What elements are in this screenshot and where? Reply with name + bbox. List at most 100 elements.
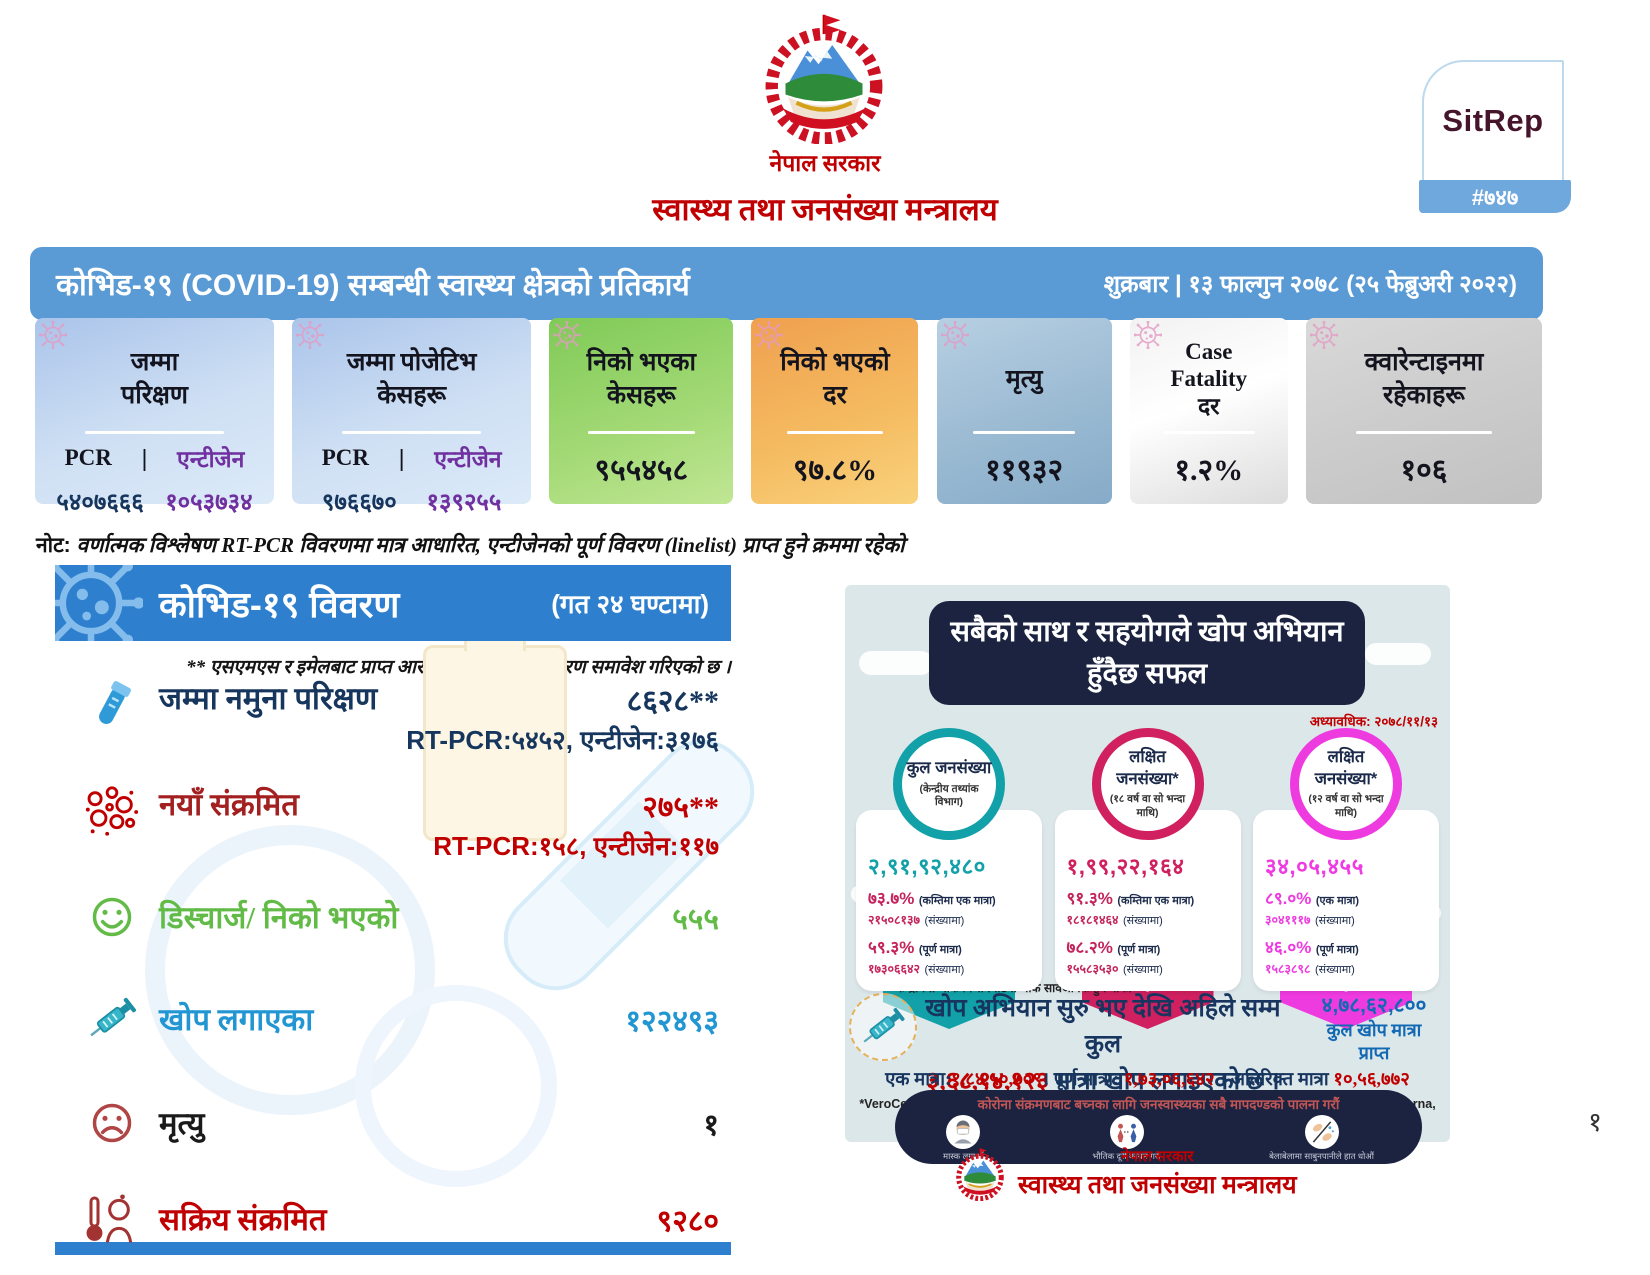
- poster-footer: नेपाल सरकार स्वास्थ्य तथा जनसंख्या मन्त्…: [952, 1146, 1372, 1201]
- test-tube-icon: [81, 677, 143, 735]
- dose-stat: ७३.७% (कम्तिमा एक मात्रा) २१५०८१३७ (संख्…: [868, 889, 996, 927]
- divider: [587, 431, 695, 434]
- card-value: ९७.८%: [792, 454, 878, 487]
- divider: [85, 431, 224, 434]
- card-label: Case Fatality दर: [1170, 338, 1248, 419]
- dose-stat: ५९.३% (पूर्ण मात्रा) १७३०६६४२ (संख्यामा): [868, 938, 965, 976]
- virus-icon: [296, 321, 324, 349]
- cloud-shape: [859, 651, 933, 675]
- sitrep-number: #७४७: [1419, 180, 1571, 213]
- note-text: वर्णात्मक विश्लेषण RT-PCR विवरणमा मात्र …: [76, 533, 905, 557]
- card-recovery-rate: निको भएको दर ९७.८%: [751, 318, 919, 504]
- virus-icon: [553, 321, 581, 349]
- received-total: ४,७८,६२,८००: [1321, 994, 1427, 1017]
- pcr-antigen-labels: PCR | एन्टीजेन: [321, 444, 502, 473]
- panel-bottom-bar: [55, 1242, 731, 1255]
- pcr-antigen-values: ५४०७६६६ १०५३७३४: [56, 489, 253, 516]
- card-quarantine: क्वारेन्टाइनमा रहेकाहरू १०६: [1305, 318, 1542, 504]
- daily-panel-title: कोभिड-१९ विवरण: [159, 583, 400, 625]
- card-total-positive: जम्मा पोजेटिभ केसहरू PCR | एन्टीजेन ९७६६…: [292, 318, 532, 516]
- footer-text: नेपाल सरकार स्वास्थ्य तथा जनसंख्या मन्त्…: [1018, 1149, 1297, 1199]
- measures-title: कोरोना संक्रमणबाट बच्नका लागि जनस्वास्थ्…: [977, 1097, 1340, 1112]
- smiley-icon: [81, 889, 143, 945]
- virus-icon: [941, 321, 969, 349]
- daily-panel-subtitle: (गत २४ घण्टामा): [551, 589, 709, 619]
- measures-items: मास्क लगाऔं भौतिक दूरी कायम गरौं बेलाबेल…: [895, 1113, 1422, 1162]
- syringe-icon: [81, 990, 143, 1048]
- distance-icon: [1109, 1115, 1144, 1149]
- virus-icon: [39, 321, 67, 349]
- card-total-tests: जम्मा परिक्षण PCR | एन्टीजेन ५४०७६६६ १०५…: [35, 318, 274, 516]
- virus-cluster-icon: [81, 783, 143, 841]
- group-card: २,९१,९२,४८० ७३.७% (कम्तिमा एक मात्रा) २१…: [856, 810, 1042, 991]
- group-target-18plus: लक्षित जनसंख्या* (१८ वर्ष वा सो भन्दा मा…: [1053, 728, 1243, 1029]
- dose-stat: ८९.०% (एक मात्रा) ३०४१११७ (संख्यामा): [1265, 889, 1360, 927]
- received-doses-block: ४,७८,६२,८०० कुल खोप मात्रा प्राप्त: [1300, 991, 1448, 1064]
- updated-date: अध्यावधिक: २०७८/११/१३: [1309, 714, 1438, 729]
- group-target-12plus: लक्षित जनसंख्या* (१२ वर्ष वा सो भन्दा मा…: [1251, 728, 1441, 1029]
- poster-banner: सबैको साथ र सहयोगले खोप अभियान हुँदैछ सफ…: [929, 601, 1365, 705]
- row-active-infected: सक्रिय संक्रमित ९२८०: [81, 1187, 727, 1251]
- group-circle: लक्षित जनसंख्या* (१८ वर्ष वा सो भन्दा मा…: [1091, 728, 1204, 840]
- sitrep-card: SitRep: [1422, 60, 1564, 180]
- card-case-fatality-rate: Case Fatality दर १.२%: [1129, 318, 1288, 504]
- handwash-icon: [1304, 1115, 1339, 1149]
- row-discharged: डिस्चार्ज/ निको भएको ५५५: [81, 885, 727, 949]
- dose-breakdown-line: एक मात्रा:१,८४,५०,७०९। पूर्ण मात्रा: १,७…: [885, 1070, 1410, 1090]
- government-label: नेपाल सरकार: [769, 151, 881, 176]
- divider: [1355, 431, 1493, 434]
- fever-icon: [81, 1191, 143, 1247]
- dose-stat: ९१.३% (कम्तिमा एक मात्रा) १८१८१४६४ (संख्…: [1066, 889, 1195, 927]
- sad-face-icon: [81, 1095, 143, 1151]
- card-label: क्वारेन्टाइनमा रहेकाहरू: [1364, 349, 1484, 409]
- group-card: ३४,०५,४५५ ८९.०% (एक मात्रा) ३०४१११७ (संख…: [1253, 810, 1439, 991]
- group-card: १,९९,२२,१६४ ९१.३% (कम्तिमा एक मात्रा) १८…: [1054, 810, 1241, 991]
- dose-stat: ४६.०% (पूर्ण मात्रा) १५८३८९८ (संख्यामा): [1265, 938, 1359, 976]
- mask-icon: [946, 1115, 981, 1149]
- virus-icon: [55, 565, 143, 641]
- divider: [342, 431, 481, 434]
- ministry-title: स्वास्थ्य तथा जनसंख्या मन्त्रालय: [652, 192, 998, 227]
- row-vaccinated: खोप लगाएका १२२४९३: [81, 987, 727, 1051]
- title-bar: कोभिड-१९ (COVID-19) सम्बन्धी स्वास्थ्य क…: [30, 247, 1543, 320]
- page-number: १: [1588, 1107, 1603, 1137]
- card-label: जम्मा पोजेटिभ केसहरू: [346, 349, 477, 409]
- daily-panel-header: कोभिड-१९ विवरण (गत २४ घण्टामा): [55, 565, 731, 641]
- nepal-government-emblem: [952, 1147, 1008, 1201]
- nepal-government-emblem: [752, 12, 896, 144]
- row-total-samples: जम्मा नमुना परिक्षण ८६२८** RT-PCR:५४५२, …: [81, 677, 727, 777]
- card-deaths: मृत्यु ११९३२: [936, 318, 1112, 504]
- health-measures-bar: कोरोना संक्रमणबाट बच्नका लागि जनस्वास्थ्…: [895, 1090, 1422, 1164]
- card-value: ११९३२: [985, 454, 1064, 487]
- cloud-shape: [1365, 643, 1431, 665]
- card-value: ९५५४५८: [594, 454, 689, 487]
- pcr-antigen-labels: PCR | एन्टीजेन: [64, 444, 245, 473]
- vaccine-poster: सबैको साथ र सहयोगले खोप अभियान हुँदैछ सफ…: [845, 585, 1450, 1142]
- measure-distance: भौतिक दूरी कायम गरौं: [1092, 1115, 1161, 1162]
- virus-icon: [755, 321, 783, 349]
- syringe-icon: [849, 993, 917, 1061]
- divider: [786, 431, 884, 434]
- card-value: १०६: [1400, 454, 1448, 487]
- dose-stat: ७८.२% (पूर्ण मात्रा) १५५८३५३० (संख्यामा): [1066, 938, 1163, 976]
- row-new-infected: नयाँ संक्रमित २७५** RT-PCR:१५८, एन्टीजेन…: [81, 783, 727, 883]
- summary-cards-row: जम्मा परिक्षण PCR | एन्टीजेन ५४०७६६६ १०५…: [35, 318, 1542, 516]
- divider: [1162, 431, 1255, 434]
- virus-icon: [1310, 321, 1338, 349]
- card-label: जम्मा परिक्षण: [121, 349, 188, 409]
- page-title: कोभिड-१९ (COVID-19) सम्बन्धी स्वास्थ्य क…: [56, 269, 690, 302]
- card-label: मृत्यु: [1005, 365, 1043, 393]
- group-circle: लक्षित जनसंख्या* (१२ वर्ष वा सो भन्दा मा…: [1290, 728, 1402, 840]
- sitrep-label: SitRep: [1442, 103, 1544, 138]
- daily-details-panel: कोभिड-१९ विवरण (गत २४ घण्टामा) ** एसएमएस…: [55, 565, 774, 1255]
- card-label: निको भएको दर: [780, 349, 890, 409]
- sitrep-badge: SitRep #७४७: [1419, 60, 1571, 213]
- card-label: निको भएका केसहरू: [586, 349, 696, 409]
- pcr-antigen-values: ९७६६७० १३९२५५: [321, 489, 502, 516]
- group-circle: कुल जनसंख्या (केन्द्रीय तथ्यांक विभाग): [893, 728, 1005, 840]
- population-groups: कुल जनसंख्या (केन्द्रीय तथ्यांक विभाग) २…: [854, 728, 1441, 1029]
- report-date: शुक्रबार | १३ फाल्गुन २०७८ (२५ फेब्रुअरी…: [1103, 271, 1517, 298]
- row-deaths: मृत्यु १: [81, 1091, 727, 1155]
- measure-handwash: बेलाबेलामा साबुनपानीले हात धोऔं: [1269, 1115, 1374, 1162]
